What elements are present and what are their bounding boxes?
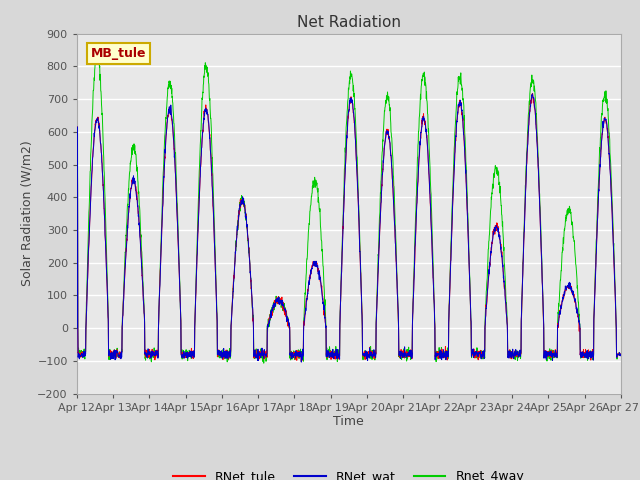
Y-axis label: Solar Radiation (W/m2): Solar Radiation (W/m2) xyxy=(20,141,33,287)
Text: MB_tule: MB_tule xyxy=(90,47,146,60)
Legend: RNet_tule, RNet_wat, Rnet_4way: RNet_tule, RNet_wat, Rnet_4way xyxy=(168,465,529,480)
X-axis label: Time: Time xyxy=(333,415,364,429)
Title: Net Radiation: Net Radiation xyxy=(297,15,401,30)
